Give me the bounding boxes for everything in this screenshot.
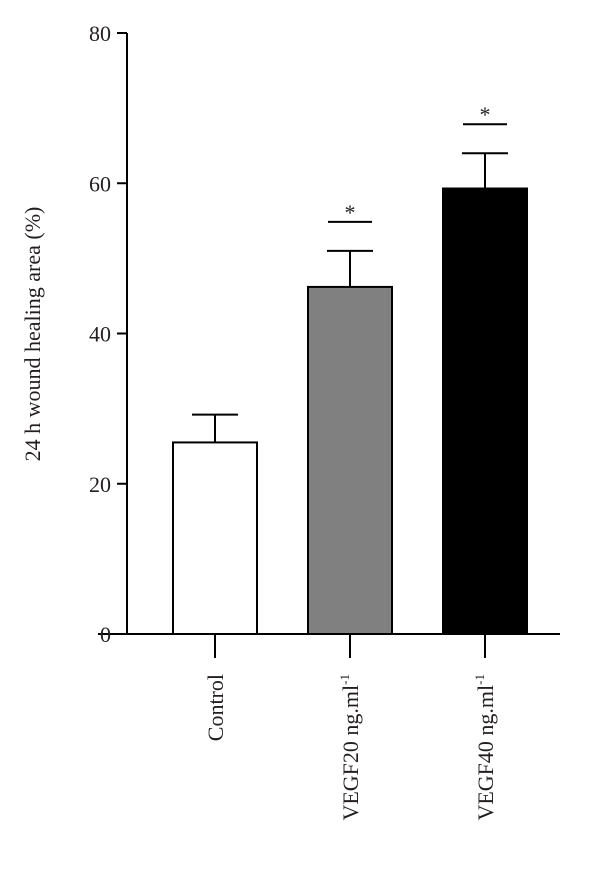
axes: 0 20 40 60 80 24 h wound healing area (%): [20, 21, 560, 658]
bar-1: [172, 441, 258, 635]
category-label-3: VEGF40 ng.ml-1: [472, 674, 498, 821]
category-label-1: Control: [203, 674, 228, 741]
sig-star-3: *: [480, 102, 491, 127]
category-label-text-1: Control: [203, 674, 228, 741]
category-label-2: VEGF20 ng.ml-1: [337, 674, 363, 821]
error-bars: [192, 152, 508, 443]
bar-2: [307, 285, 393, 635]
category-label-text-2: VEGF20 ng.ml: [338, 685, 363, 821]
y-tick-label-20: 20: [89, 472, 111, 497]
significance-markers: **: [328, 102, 507, 225]
bar-3: [442, 187, 528, 635]
y-axis-title: 24 h wound healing area (%): [20, 207, 45, 462]
y-tick-label-0: 0: [100, 622, 111, 647]
category-label-superscript-3: -1: [472, 674, 487, 685]
y-tick-label-40: 40: [89, 322, 111, 347]
y-tick-label-60: 60: [89, 171, 111, 196]
category-label-superscript-2: -1: [337, 674, 352, 685]
sig-star-2: *: [345, 200, 356, 225]
category-label-text-3: VEGF40 ng.ml: [473, 685, 498, 821]
bars: [172, 187, 528, 635]
y-tick-label-80: 80: [89, 21, 111, 46]
